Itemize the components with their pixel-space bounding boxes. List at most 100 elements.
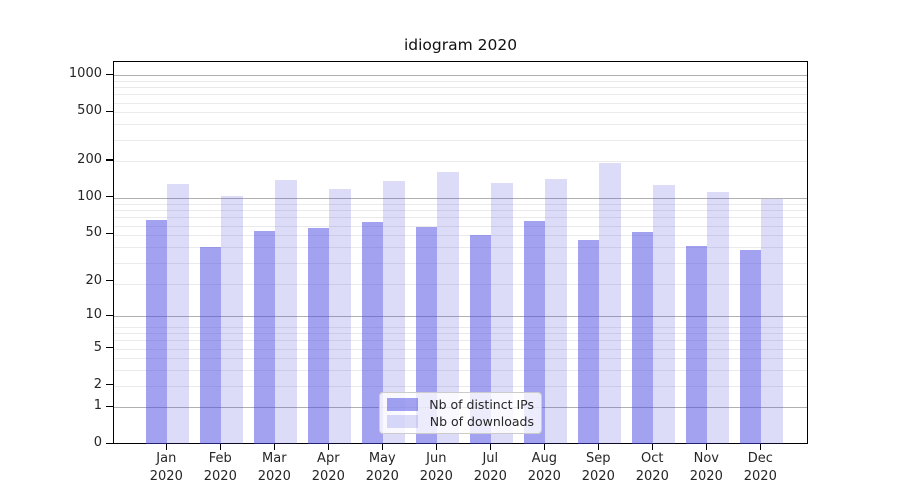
bar-downloads xyxy=(545,178,567,444)
y-tickmark xyxy=(106,159,113,161)
gridline-minor xyxy=(114,370,807,372)
gridline-minor xyxy=(114,235,807,237)
y-tick-label: 5 xyxy=(93,339,102,355)
y-tickmark xyxy=(106,384,113,386)
bar-distinct-ips xyxy=(577,239,600,444)
x-tickmark xyxy=(273,444,275,450)
legend-label-downloads: Nb of downloads xyxy=(429,413,534,429)
y-tickmark xyxy=(106,110,113,112)
gridline-minor xyxy=(114,203,807,205)
x-tick-label: Jun 2020 xyxy=(419,451,453,484)
bar-downloads xyxy=(329,189,351,444)
x-tick-label: Nov 2020 xyxy=(689,451,723,484)
bar-distinct-ips xyxy=(415,227,438,444)
y-tick-label: 100 xyxy=(77,188,102,204)
y-tick-label: 2 xyxy=(93,376,102,392)
y-tickmark xyxy=(106,232,113,234)
bar-downloads xyxy=(491,182,513,444)
x-tick-label: May 2020 xyxy=(365,451,399,484)
x-tickmark xyxy=(759,444,761,450)
x-tickmark xyxy=(705,444,707,450)
gridline-minor xyxy=(114,210,807,212)
x-tick-label: Sep 2020 xyxy=(581,451,615,484)
gridline-major xyxy=(114,316,807,318)
y-tickmark xyxy=(106,442,113,444)
x-tickmark xyxy=(327,444,329,450)
gridline-minor xyxy=(114,284,807,286)
bar-downloads xyxy=(653,185,675,444)
gridline-minor xyxy=(114,247,807,249)
gridline-minor xyxy=(114,80,807,82)
y-tickmark xyxy=(106,346,113,349)
x-tick-label: Feb 2020 xyxy=(203,451,237,484)
plot-area xyxy=(113,61,808,444)
y-tickmark xyxy=(106,405,113,407)
bar-distinct-ips xyxy=(631,232,654,444)
y-tick-label: 200 xyxy=(77,152,102,167)
y-tickmark xyxy=(106,196,113,198)
gridline-minor xyxy=(114,333,807,335)
x-tickmark xyxy=(165,444,167,450)
gridline-minor xyxy=(114,326,807,328)
y-tickmark xyxy=(106,73,113,75)
bar-downloads xyxy=(167,183,189,444)
bar-distinct-ips xyxy=(739,249,762,444)
x-tick-label: Apr 2020 xyxy=(311,451,345,484)
gridline-minor xyxy=(114,139,807,141)
gridline-minor xyxy=(114,358,807,360)
y-tick-label: 0 xyxy=(93,435,102,451)
bar-distinct-ips xyxy=(145,219,168,444)
bar-downloads xyxy=(599,162,621,444)
legend-swatch-distinct-ips xyxy=(387,398,418,412)
gridline-minor xyxy=(114,87,807,89)
gridline-minor xyxy=(114,161,807,163)
gridline-minor xyxy=(114,348,807,350)
legend-item-distinct-ips: Nb of distinct IPs xyxy=(387,397,534,412)
gridline-minor xyxy=(114,94,807,96)
bar-downloads xyxy=(383,180,405,444)
legend-swatch-downloads xyxy=(387,414,418,428)
bar-downloads xyxy=(221,195,243,444)
x-tick-label: Jul 2020 xyxy=(473,451,507,484)
legend-item-downloads: Nb of downloads xyxy=(387,414,534,429)
bar-distinct-ips xyxy=(199,247,222,444)
gridline-minor xyxy=(114,102,807,104)
bar-distinct-ips xyxy=(361,222,384,444)
legend-label-distinct-ips: Nb of distinct IPs xyxy=(429,397,534,413)
gridline-major xyxy=(114,75,807,77)
legend: Nb of distinct IPs Nb of downloads xyxy=(379,392,542,434)
y-tick-label: 50 xyxy=(85,225,102,241)
bar-distinct-ips xyxy=(253,231,276,444)
bar-downloads xyxy=(437,172,459,444)
x-tick-label: Dec 2020 xyxy=(743,451,777,484)
chart-title: idiogram 2020 xyxy=(403,36,518,54)
bar-distinct-ips xyxy=(685,245,708,444)
gridline-minor xyxy=(114,124,807,126)
x-tickmark xyxy=(435,444,437,450)
y-tick-label: 10 xyxy=(85,307,102,323)
x-tickmark xyxy=(489,444,491,450)
y-tick-label: 20 xyxy=(85,272,102,288)
x-tick-label: Oct 2020 xyxy=(635,451,669,484)
gridline-minor xyxy=(114,385,807,387)
x-tick-label: Aug 2020 xyxy=(527,451,561,484)
bar-distinct-ips xyxy=(307,228,330,444)
y-tick-label: 1000 xyxy=(68,66,102,82)
bar-downloads xyxy=(761,199,783,444)
gridline-major xyxy=(114,197,807,199)
bar-downloads xyxy=(707,192,729,444)
gridline-minor xyxy=(114,262,807,264)
gridline-minor xyxy=(114,340,807,342)
gridline-minor xyxy=(114,225,807,227)
x-tickmark xyxy=(597,444,599,450)
x-tickmark xyxy=(543,444,545,450)
gridline-minor xyxy=(114,217,807,219)
bar-distinct-ips xyxy=(469,235,492,444)
y-tick-label: 1 xyxy=(93,398,102,414)
x-tickmark xyxy=(651,444,653,450)
x-tickmark xyxy=(381,444,383,450)
x-tick-label: Jan 2020 xyxy=(149,451,183,484)
x-tickmark xyxy=(219,444,221,450)
x-tick-label: Mar 2020 xyxy=(257,451,291,484)
